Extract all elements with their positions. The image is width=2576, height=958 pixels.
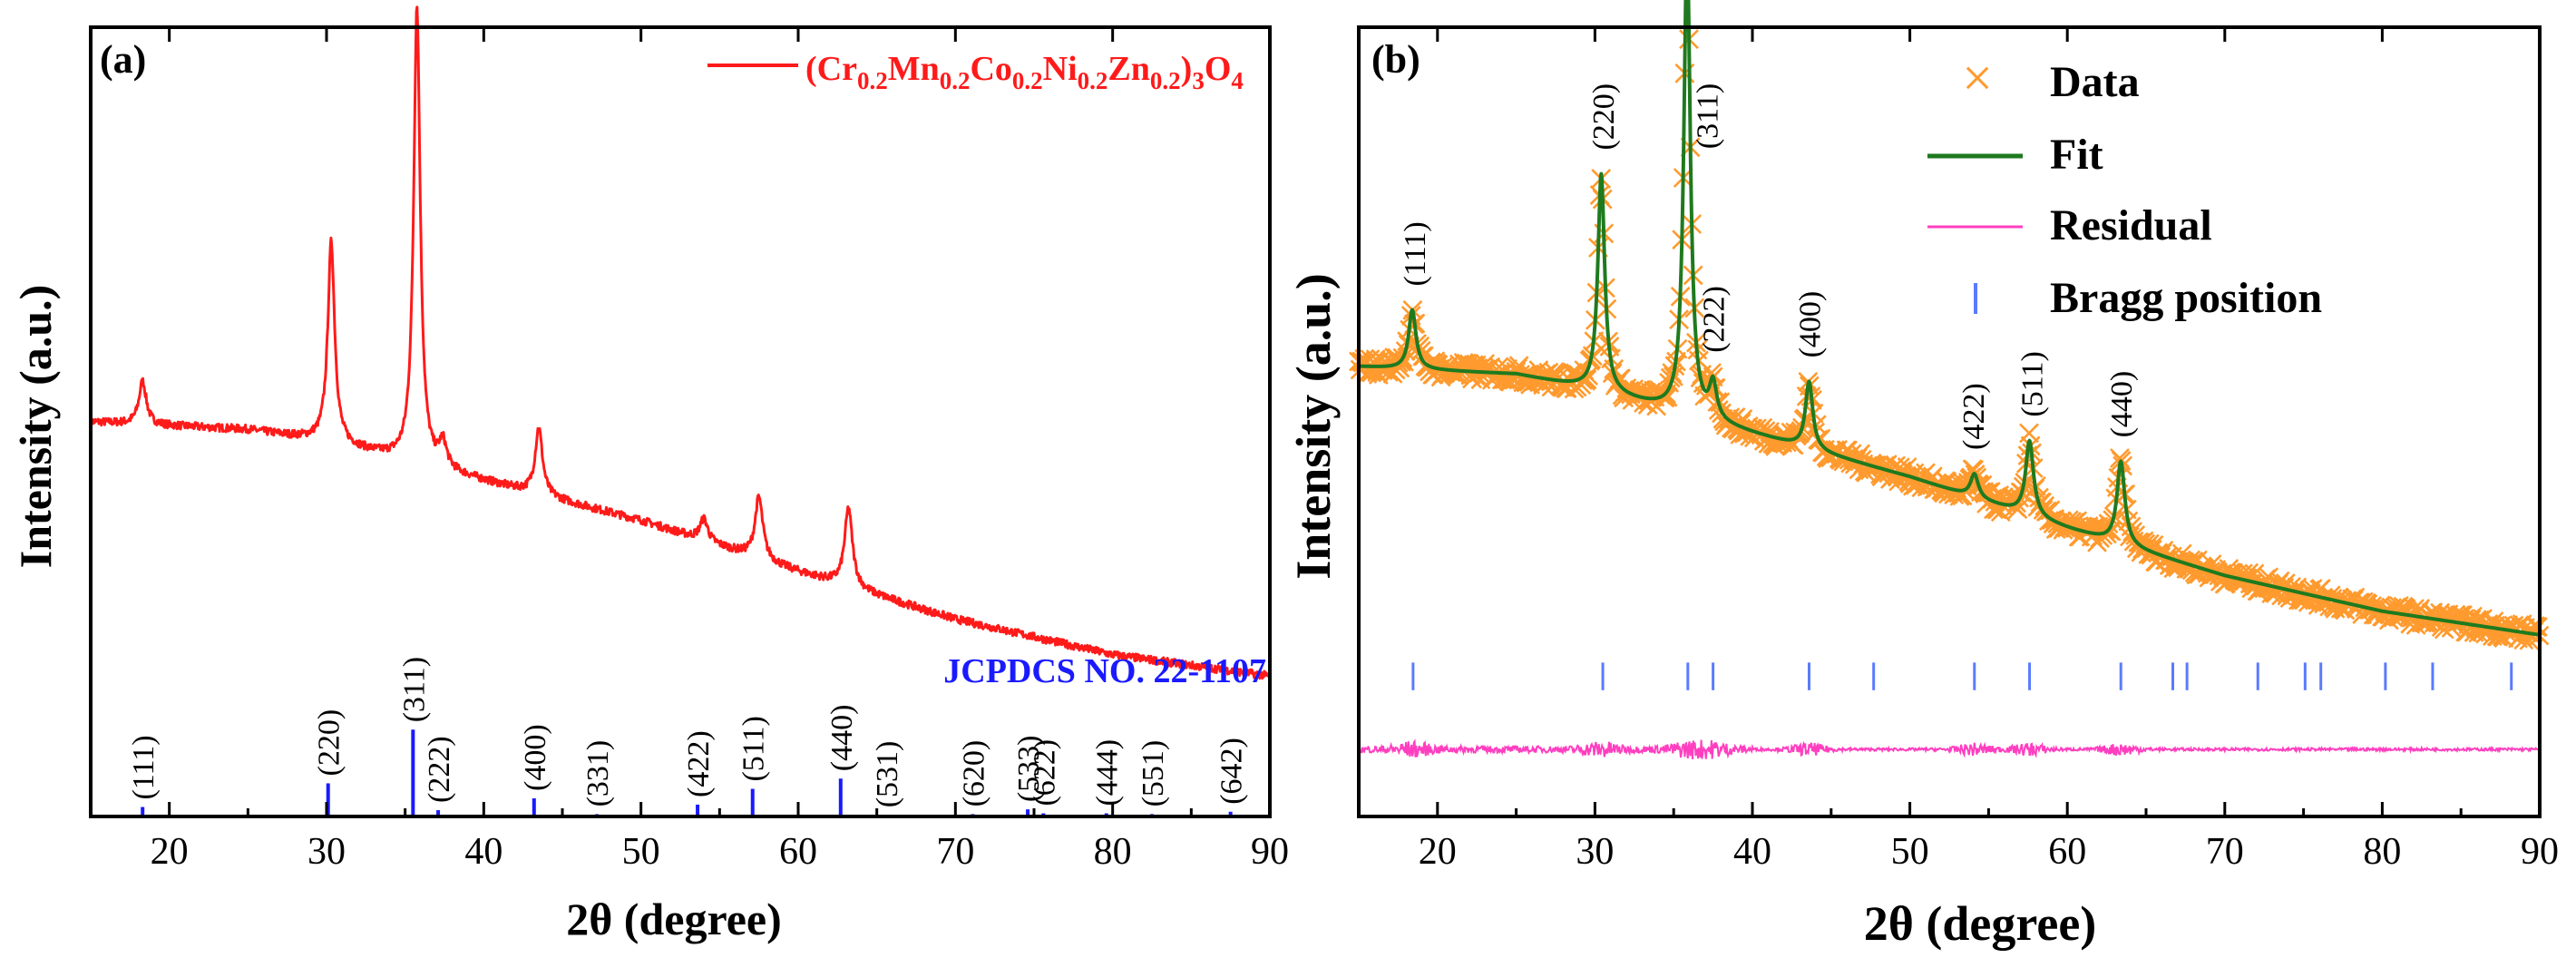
formula-subscript: 0.2 [1012,67,1043,94]
x-tick-label: 70 [2206,831,2244,873]
legend-fit-label: Fit [2050,131,2103,179]
plot-frame [89,25,1272,818]
y-axis-title: Intensity (a.u.) [1286,273,1341,580]
observed-data-markers [1349,29,2550,650]
reference-hkl-label: (622) [1028,739,1061,806]
x-tick-label: 70 [936,831,974,873]
x-axis-title: 2θ (degree) [1864,896,2097,951]
x-tick-label: 80 [2363,831,2401,873]
formula-part: ) [1181,50,1193,88]
peak-hkl-label: (511) [2015,351,2049,416]
reference-hkl-label: (531) [871,741,904,808]
peak-hkl-label: (422) [1957,383,1991,450]
formula-subscript: 0.2 [1078,67,1108,94]
legend-data-label: Data [2050,58,2140,106]
formula-subscript: 4 [1231,67,1244,94]
peak-hkl-label: (220) [1587,83,1621,151]
reference-hkl-label: (511) [737,716,771,781]
x-tick-label: 80 [1094,831,1132,873]
formula-part: Mn [888,50,940,88]
reference-hkl-label: (444) [1091,739,1125,806]
x-axis-ticks: 20 30 40 50 60 70 80 90 [89,27,1289,873]
formula-part: Ni [1043,50,1078,88]
formula-subscript: 0.2 [1150,67,1181,94]
reference-hkl-labels: (111) (220) (311) (222) (400) (331) (422) (511)… [127,657,1248,807]
reference-hkl-label: (111) [127,735,161,799]
legend-bragg-label: Bragg position [2050,274,2322,322]
x-tick-label: 90 [1251,831,1289,873]
peak-hkl-label: (111) [1399,221,1432,286]
x-axis-ticks: 20 30 40 50 60 70 80 90 [1357,27,2559,873]
data-marker-cloud [1349,29,2550,650]
reference-hkl-label: (642) [1215,738,1249,805]
legend-residual-label: Residual [2050,201,2212,249]
plot-frame [1357,25,2542,818]
reference-hkl-label: (533) [1012,736,1046,803]
peak-hkl-label: (400) [1793,291,1827,358]
bragg-position-ticks [1411,662,2513,690]
panel-label: (b) [1371,37,1420,82]
peak-hkl-labels: (111) (220) (222) (400) (422) (511) (440) (311) [1399,83,2139,450]
x-tick-label: 30 [1576,831,1614,873]
x-tick-label: 60 [779,831,817,873]
x-tick-label: 50 [1891,831,1929,873]
x-tick-label: 20 [1419,831,1457,873]
reference-hkl-label: (222) [423,736,456,803]
x-tick-label: 90 [2521,831,2559,873]
x-tick-label: 30 [307,831,346,873]
peak-hkl-label: (440) [2105,371,2139,438]
peak-hkl-label: (222) [1698,286,1732,353]
panel-a-chart: (111) (220) (311) (222) (400) (331) (422) (511)… [10,5,1289,944]
reference-card-label: JCPDCS NO. 22-1107 [943,652,1266,690]
reference-hkl-label: (551) [1137,740,1170,807]
x-axis-title: 2θ (degree) [566,894,782,944]
reference-hkl-label: (331) [581,740,615,807]
reference-hkl-label: (422) [682,730,716,797]
panel-label: (a) [100,37,146,82]
formula-part: O [1205,50,1232,88]
reference-hkl-label: (440) [825,705,859,772]
legend: × Data Fit Residual Bragg position [1927,48,2322,322]
x-tick-label: 40 [1733,831,1771,873]
panel-b-chart: (111) (220) (222) (400) (422) (511) (440) (311)… [1286,0,2559,951]
y-axis-title: Intensity (a.u.) [10,285,61,569]
formula-part: (Cr [805,50,857,88]
formula-subscript: 0.2 [940,67,971,94]
xrd-pattern-line [89,5,1271,680]
x-tick-label: 40 [464,831,503,873]
formula-subscript: 3 [1192,67,1205,94]
reference-hkl-label: (220) [313,709,346,777]
formula-subscript: 0.2 [857,67,888,94]
formula-part: Co [970,50,1011,88]
x-tick-label: 20 [151,831,189,873]
legend-data-marker: × [1962,48,1993,108]
x-tick-label: 60 [2048,831,2086,873]
legend-formula: (Cr0.2Mn0.2Co0.2Ni0.2Zn0.2)3O4 [805,50,1244,94]
reference-hkl-label: (311) [397,657,431,722]
x-tick-label: 50 [622,831,660,873]
fit-line [1357,0,2541,637]
formula-part: Zn [1107,50,1149,88]
reference-hkl-label: (400) [519,724,552,791]
residual-line [1358,738,2541,760]
peak-hkl-label: (311) [1692,83,1725,149]
reference-hkl-label: (620) [957,740,990,807]
